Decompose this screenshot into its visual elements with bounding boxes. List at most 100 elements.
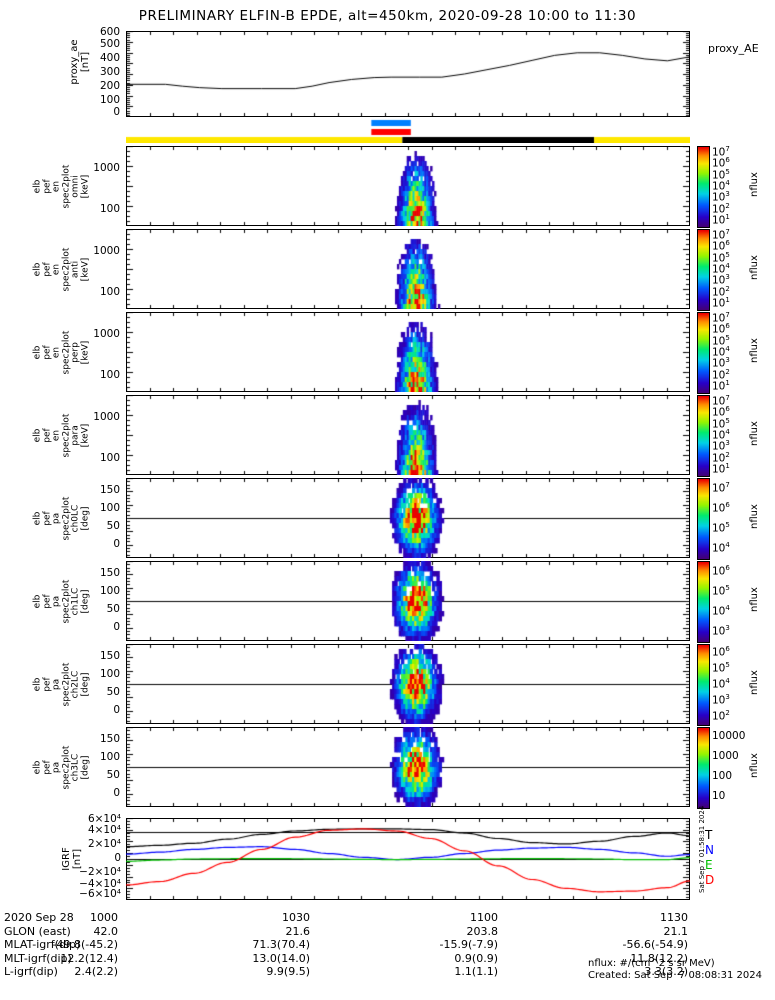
ytick-en_omni-1000: 1000 xyxy=(93,162,120,175)
bottom-row-label-1: GLON (east) xyxy=(4,924,71,938)
pa_ch2lc-cbar-tick-1: 105 xyxy=(712,661,730,675)
en_perp-cbar-tick-2: 105 xyxy=(712,333,730,348)
bottom-value-r0-c0: 1000 xyxy=(90,911,118,924)
en_omni-cbar-tick-1: 106 xyxy=(712,156,730,170)
pa_ch1lc-cbar-tick-1: 105 xyxy=(712,584,730,598)
bottom-value-r4-c2: 1.1(1.1) xyxy=(454,965,498,979)
bottom-value-r3-c1: 13.0(14.0) xyxy=(252,951,310,965)
bottom-row-label-3: MLT-igrf(dip) xyxy=(4,951,72,965)
footer-created: Created: Sat Sep 7 08:08:31 2024 xyxy=(588,970,762,981)
en_anti-cbar-tick-3: 104 xyxy=(712,262,730,276)
en_para-cbar-tick-2: 105 xyxy=(712,416,730,431)
en_anti-cbar-tick-6: 101 xyxy=(712,296,730,310)
ytick-en_para-100: 100 xyxy=(99,452,120,464)
bottom-row-label-0: 2020 Sep 28 xyxy=(4,911,74,924)
ytick-pa_ch2lc-100: 100 xyxy=(99,668,120,681)
ytick-pa_ch1lc-0: 0 xyxy=(113,620,120,633)
en_para-cbar-tick-1: 106 xyxy=(712,405,730,419)
ytick-pa_ch2lc-150: 150 xyxy=(99,650,120,663)
en_anti-cbar-tick-4: 103 xyxy=(712,273,730,287)
bottom-value-r1-c2: 203.8 xyxy=(466,924,499,938)
en_omni-cbar-label: nflux xyxy=(748,172,760,197)
igrf-traces xyxy=(126,818,690,900)
ytick-igrf-p4: 4×10⁴ xyxy=(87,824,121,836)
ytick-pa_ch1lc-150: 150 xyxy=(99,567,120,580)
en_para-colorbar xyxy=(697,395,710,477)
pa_ch3lc-cbar-tick-0: 10000 xyxy=(712,730,746,742)
legend-igrf-N: N xyxy=(705,843,714,857)
en_perp-cbar-tick-0: 107 xyxy=(712,310,730,325)
pa_ch2lc-spectrogram xyxy=(126,644,690,724)
ytick-en_para-1000: 1000 xyxy=(93,411,120,424)
pa_ch0lc-cbar-tick-3: 104 xyxy=(712,541,730,555)
proxy-ae-trace xyxy=(126,31,690,117)
en_anti-cbar-tick-2: 105 xyxy=(712,250,730,265)
ytick-pa_ch1lc-50: 50 xyxy=(106,602,120,615)
ytick-en_perp-1000: 1000 xyxy=(93,328,120,341)
pa_ch2lc-cbar-label: nflux xyxy=(748,670,760,695)
ytick-pa_ch0lc-100: 100 xyxy=(99,502,120,515)
pa_ch1lc-cbar-tick-0: 106 xyxy=(712,564,730,578)
bottom-value-r4-c3: 3.3(3.2) xyxy=(644,965,688,979)
en_para-cbar-tick-5: 102 xyxy=(712,450,730,465)
en_anti-colorbar xyxy=(697,229,710,311)
en_perp-cbar-tick-1: 106 xyxy=(712,322,730,336)
ytick-pa_ch3lc-50: 50 xyxy=(106,768,120,781)
ytick-pa_ch0lc-150: 150 xyxy=(99,484,120,497)
ytick-ae-0: 0 xyxy=(113,106,120,118)
en_omni-cbar-tick-3: 104 xyxy=(712,179,730,193)
en_anti-cbar-label: nflux xyxy=(748,255,760,280)
en_perp-colorbar xyxy=(697,312,710,394)
pa_ch1lc-cbar-tick-3: 103 xyxy=(712,624,730,638)
page-title: PRELIMINARY ELFIN-B EPDE, alt=450km, 202… xyxy=(138,8,637,24)
en_perp-cbar-tick-4: 103 xyxy=(712,356,730,370)
bottom-value-r0-c2: 1100 xyxy=(470,911,498,924)
pa_ch2lc-cbar-tick-2: 104 xyxy=(712,677,730,691)
ytick-en_perp-100: 100 xyxy=(99,369,120,381)
legend-igrf-E: E xyxy=(705,858,713,872)
bottom-value-r1-c3: 21.1 xyxy=(663,924,689,938)
pa_ch1lc-cbar-label: nflux xyxy=(748,587,760,612)
bottom-value-r3-c2: 0.9(0.9) xyxy=(454,951,498,965)
pa_ch1lc-colorbar xyxy=(697,561,710,643)
ytick-igrf-m4: −4×10⁴ xyxy=(79,878,121,890)
pa_ch3lc-cbar-tick-3: 10 xyxy=(712,790,726,802)
bottom-value-r2-c0: -49.8(-45.2) xyxy=(52,938,118,952)
pa_ch3lc-cbar-tick-1: 1000 xyxy=(712,750,739,762)
bottom-value-r4-c1: 9.9(9.5) xyxy=(266,965,310,979)
en_anti-cbar-tick-5: 102 xyxy=(712,284,730,299)
ytick-ae-300: 300 xyxy=(99,66,120,78)
bottom-value-r3-c3: 11.8(12.2) xyxy=(630,951,688,965)
ytick-pa_ch2lc-50: 50 xyxy=(106,685,120,698)
pa_ch3lc-cbar-tick-2: 100 xyxy=(712,770,733,782)
bottom-value-r3-c0: 12.2(12.4) xyxy=(60,951,118,965)
pa_ch0lc-cbar-tick-2: 105 xyxy=(712,521,730,535)
en_perp-cbar-label: nflux xyxy=(748,338,760,363)
en_perp-cbar-tick-6: 101 xyxy=(712,379,730,393)
legend-igrf-D: D xyxy=(705,873,715,887)
en_anti-cbar-tick-1: 106 xyxy=(712,239,730,253)
bottom-row-label-2: MLAT-igrf(dip) xyxy=(4,938,81,952)
en_anti-spectrogram xyxy=(126,229,690,309)
ytick-pa_ch3lc-0: 0 xyxy=(113,786,120,799)
ytick-igrf-0: 0 xyxy=(114,852,121,864)
en_para-cbar-label: nflux xyxy=(748,421,760,446)
bottom-value-r0-c1: 1030 xyxy=(282,911,310,924)
en_omni-spectrogram xyxy=(126,146,690,226)
bottom-value-r2-c3: -56.6(-54.9) xyxy=(622,938,688,952)
footer-nflux-units: nflux: #/(cm^2 s sr MeV) xyxy=(588,958,715,969)
ytick-en_omni-100: 100 xyxy=(99,203,120,215)
ytick-en_anti-100: 100 xyxy=(99,286,120,298)
en_omni-cbar-tick-2: 105 xyxy=(712,167,730,182)
ytick-pa_ch2lc-0: 0 xyxy=(113,703,120,716)
en_omni-cbar-tick-0: 107 xyxy=(712,144,730,159)
pa_ch3lc-cbar-label: nflux xyxy=(748,753,760,778)
ytick-pa_ch0lc-50: 50 xyxy=(106,519,120,532)
en_para-spectrogram xyxy=(126,395,690,475)
side-timestamp: Sat Sep 7 01:58:31 2024 xyxy=(698,805,706,893)
pa_ch2lc-cbar-tick-4: 102 xyxy=(712,709,730,723)
status-bars xyxy=(126,118,690,143)
en_anti-cbar-tick-0: 107 xyxy=(712,227,730,242)
pa_ch2lc-cbar-tick-3: 103 xyxy=(712,693,730,707)
ytick-en_anti-1000: 1000 xyxy=(93,245,120,258)
